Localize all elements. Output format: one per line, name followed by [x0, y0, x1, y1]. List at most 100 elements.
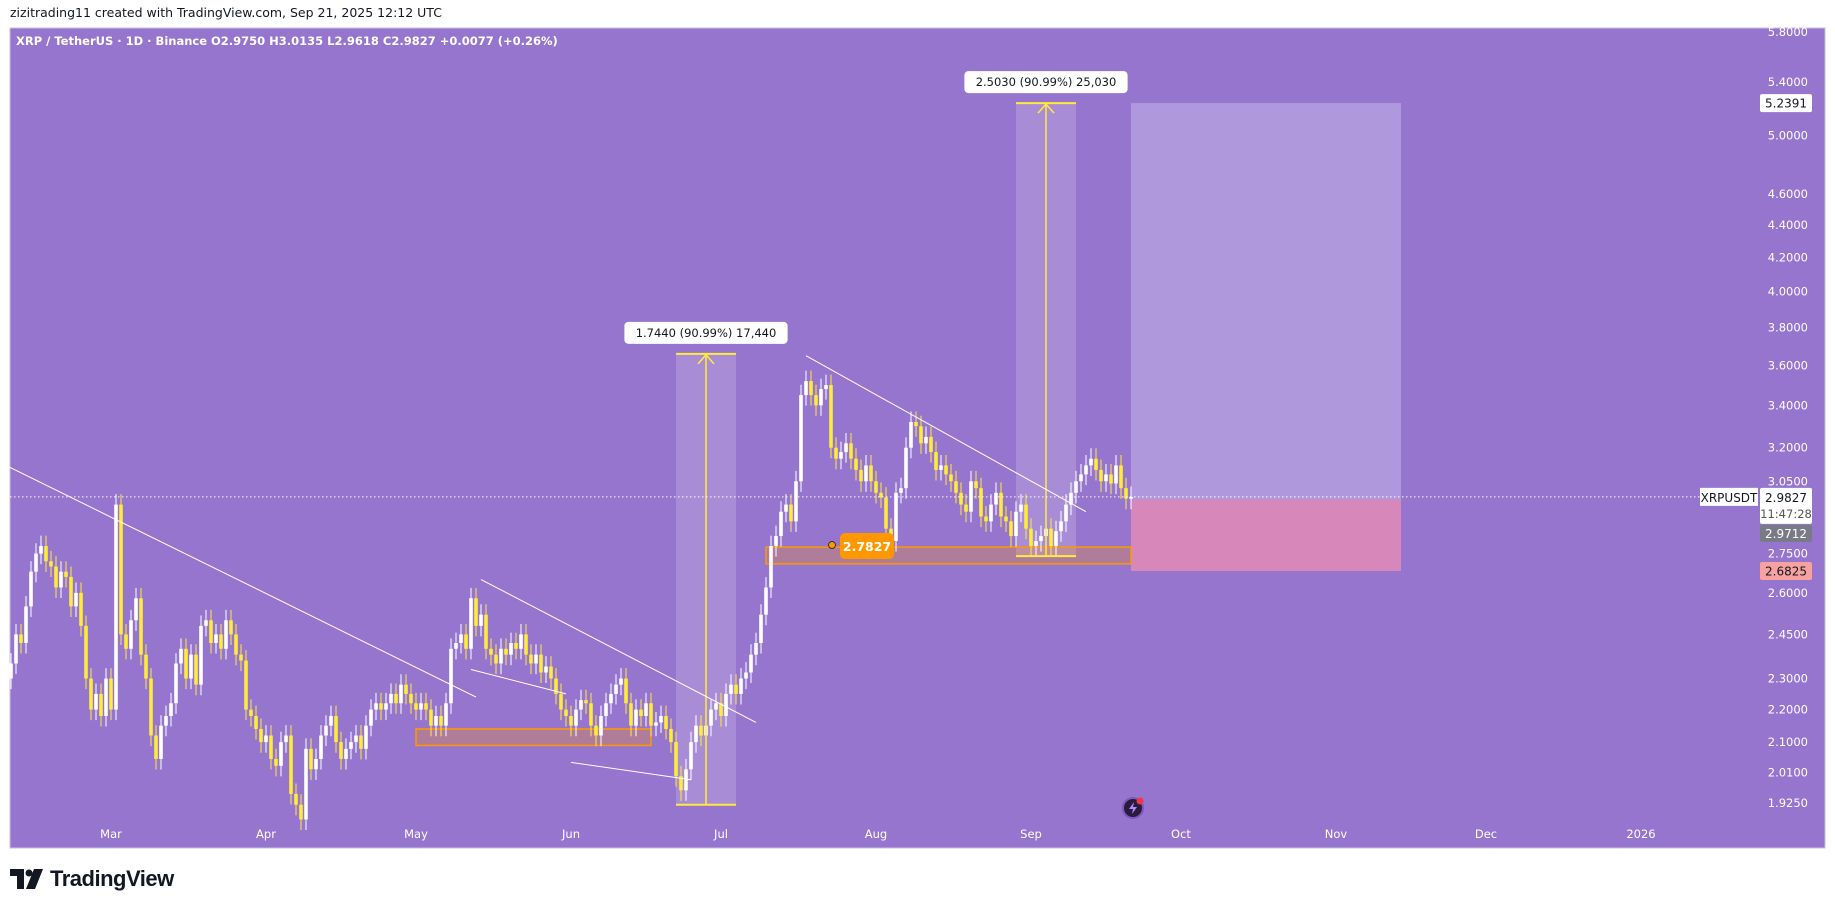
candle-body [599, 715, 603, 736]
price-tick-label: 5.8000 [1768, 25, 1808, 39]
position-target-zone [1131, 103, 1401, 500]
candle-body [759, 614, 763, 643]
candle-body [654, 722, 658, 726]
candle-body [74, 592, 78, 607]
price-tick-label: 2.3000 [1768, 672, 1808, 686]
last-price-badge: 2.9827 [1765, 491, 1807, 505]
candle-body [1094, 458, 1098, 470]
candle-body [29, 571, 33, 607]
candle-body [464, 634, 468, 649]
candle-body [874, 481, 878, 493]
candle-body [49, 561, 53, 567]
candle-body [634, 709, 638, 726]
candle-body [1039, 536, 1043, 542]
candle-body [1089, 458, 1093, 466]
candle-body [444, 703, 448, 726]
chart-credit: zizitrading11 created with TradingView.c… [10, 5, 442, 20]
tradingview-logo[interactable]: TradingView [10, 866, 174, 892]
lightning-events-icon[interactable] [1122, 797, 1144, 819]
measure-label-box [964, 71, 1128, 94]
candle-body [379, 703, 383, 710]
candle-body [679, 776, 683, 791]
candle-body [904, 447, 908, 489]
price-tick-label: 2.2000 [1768, 703, 1808, 717]
candle-body [594, 725, 598, 736]
candle-body [629, 703, 633, 726]
candle-body [914, 421, 918, 427]
candle-body [359, 735, 363, 749]
candle-body [779, 511, 783, 537]
candle-body [169, 703, 173, 716]
candle-body [699, 725, 703, 736]
candle-body [174, 663, 178, 704]
candle-body [124, 634, 128, 649]
candle-body [344, 748, 348, 759]
candle-body [849, 443, 853, 459]
candle-body [554, 678, 558, 694]
candle-body [39, 546, 43, 554]
measure-arrow-head [697, 353, 715, 365]
candle-body [249, 709, 253, 716]
price-tick-label: 2.0100 [1768, 766, 1808, 780]
candle-body [1079, 474, 1083, 482]
position-stop-zone [1131, 499, 1401, 572]
candle-body [259, 728, 263, 743]
candle-body [609, 693, 613, 704]
zone-price-label: 2.7827 [843, 539, 891, 554]
candle-body [539, 654, 543, 673]
time-tick-label: 2026 [1626, 827, 1655, 841]
candle-body [469, 598, 473, 649]
chart-background [9, 27, 1826, 849]
candle-body [724, 693, 728, 716]
candle-body [514, 642, 518, 649]
candle-body [279, 742, 283, 766]
candle-body [114, 504, 118, 710]
candle-body [224, 620, 228, 649]
trendline [570, 761, 692, 781]
candle-body [879, 492, 883, 498]
candle-body [479, 614, 483, 626]
candle-body [119, 504, 123, 635]
candle-body [564, 709, 568, 716]
candle-body [804, 381, 808, 396]
candle-body [139, 598, 143, 655]
candle-body [54, 566, 58, 588]
candle-body [664, 715, 668, 729]
candle-body [789, 504, 793, 522]
brand-name: TradingView [50, 866, 174, 891]
candle-body [129, 620, 133, 649]
candle-body [1129, 496, 1133, 499]
candle-body [1014, 511, 1018, 537]
zone-anchor-point [828, 541, 836, 550]
candle-body [999, 492, 1003, 517]
candle-body [104, 678, 108, 716]
candle-body [219, 634, 223, 649]
candle-body [989, 504, 993, 522]
candle-body [234, 634, 238, 655]
candle-body [319, 735, 323, 759]
candle-body [409, 693, 413, 704]
candle-body [839, 452, 843, 459]
candle-body [269, 735, 273, 759]
candle-body [389, 693, 393, 704]
candle-body [254, 715, 258, 729]
candle-body [239, 654, 243, 661]
candle-body [9, 663, 13, 679]
candle-body [1029, 528, 1033, 547]
candle-body [1114, 465, 1118, 484]
candle-body [639, 709, 643, 716]
candle-body [1124, 488, 1128, 499]
candle-body [854, 458, 858, 470]
candle-body [604, 703, 608, 716]
candle-body [684, 769, 688, 791]
candle-body [79, 592, 83, 626]
candle-body [184, 648, 188, 679]
candle-body [784, 504, 788, 512]
candle-body [799, 395, 803, 482]
candle-body [494, 654, 498, 664]
candle-body [929, 436, 933, 453]
candle-body [369, 709, 373, 726]
candle-body [244, 660, 248, 710]
last-price-badge-box [1760, 487, 1812, 524]
